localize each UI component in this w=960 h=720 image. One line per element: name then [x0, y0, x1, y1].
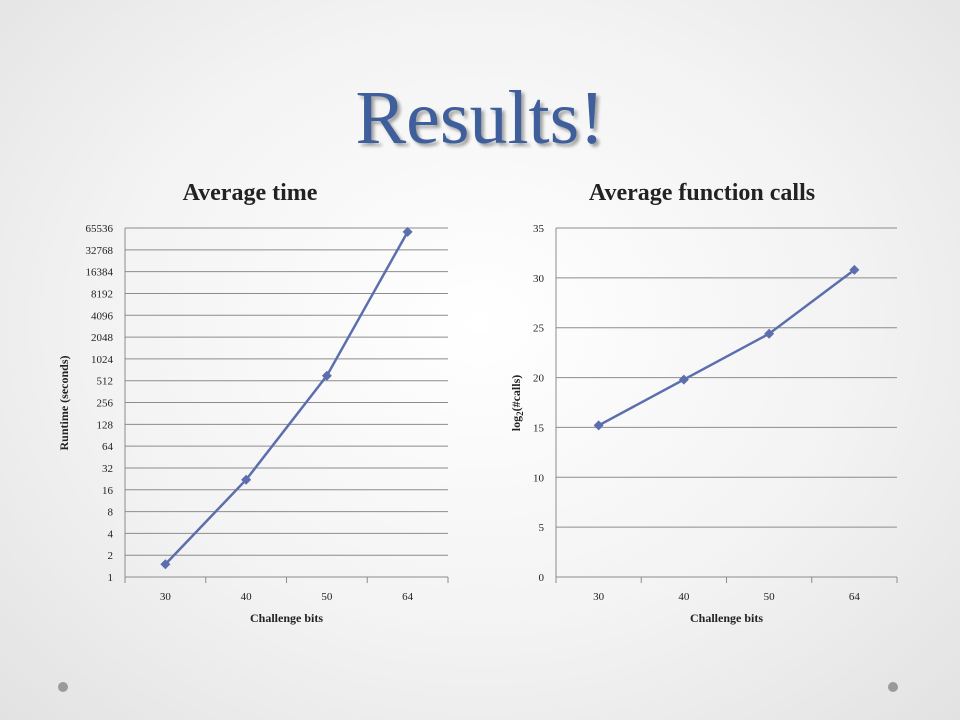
time-y-tick-label: 512 [97, 376, 114, 388]
calls-data-point [593, 420, 604, 431]
chart-title-average-function-calls: Average function calls [588, 180, 816, 206]
time-series-line [164, 231, 409, 566]
time-y-tick-label: 64 [102, 441, 114, 453]
calls-x-tick-label: 50 [764, 591, 776, 603]
time-y-tick-label: 8192 [91, 288, 113, 300]
time-data-point [321, 370, 332, 381]
calls-y-tick-label: 20 [533, 373, 545, 385]
time-y-tick-label: 2 [108, 550, 114, 562]
calls-series-line [598, 268, 856, 427]
calls-y-tick-label: 15 [533, 422, 545, 434]
time-y-tick-label: 16384 [86, 267, 114, 279]
time-x-tick-label: 50 [321, 591, 333, 603]
time-y-tick-label: 1024 [91, 354, 114, 366]
calls-y-tick-label: 5 [539, 522, 545, 534]
time-y-tick-label: 256 [97, 398, 114, 410]
time-y-axis-label: Runtime (seconds) [57, 355, 71, 450]
calls-x-tick-label: 30 [593, 591, 605, 603]
time-y-tick-label: 65536 [86, 223, 114, 235]
time-y-tick-label: 128 [97, 419, 114, 431]
time-y-tick-label: 4 [108, 528, 114, 540]
calls-y-tick-label: 10 [533, 472, 545, 484]
calls-y-tick-label: 35 [533, 223, 545, 235]
decorative-dot-left [58, 682, 68, 692]
time-y-tick-label: 16 [102, 485, 114, 497]
time-data-point [160, 559, 171, 570]
calls-data-point [678, 374, 689, 385]
time-x-axis-label: Challenge bits [250, 611, 323, 625]
chart-title-average-time: Average time [182, 180, 318, 206]
calls-y-tick-label: 0 [539, 572, 545, 584]
calls-x-tick-label: 40 [678, 591, 690, 603]
time-y-tick-label: 1 [108, 572, 114, 584]
calls-data-point [764, 328, 775, 339]
time-x-tick-label: 64 [402, 591, 414, 603]
time-x-tick-label: 40 [241, 591, 253, 603]
time-y-tick-label: 4096 [91, 310, 114, 322]
time-y-tick-label: 32768 [86, 245, 114, 257]
time-y-tick-label: 2048 [91, 332, 114, 344]
time-data-point [241, 474, 252, 485]
decorative-dot-right [888, 682, 898, 692]
time-x-tick-label: 30 [160, 591, 172, 603]
time-data-point [402, 226, 413, 237]
slide-title: Results! [355, 76, 605, 160]
time-y-tick-label: 8 [108, 507, 114, 519]
time-y-tick-label: 32 [102, 463, 113, 475]
calls-y-tick-label: 30 [533, 273, 545, 285]
calls-y-tick-label: 25 [533, 323, 545, 335]
calls-x-axis-label: Challenge bits [690, 611, 763, 625]
calls-data-point [849, 264, 860, 275]
calls-x-tick-label: 64 [849, 591, 861, 603]
calls-y-axis-label: log2(#calls) [509, 375, 525, 432]
